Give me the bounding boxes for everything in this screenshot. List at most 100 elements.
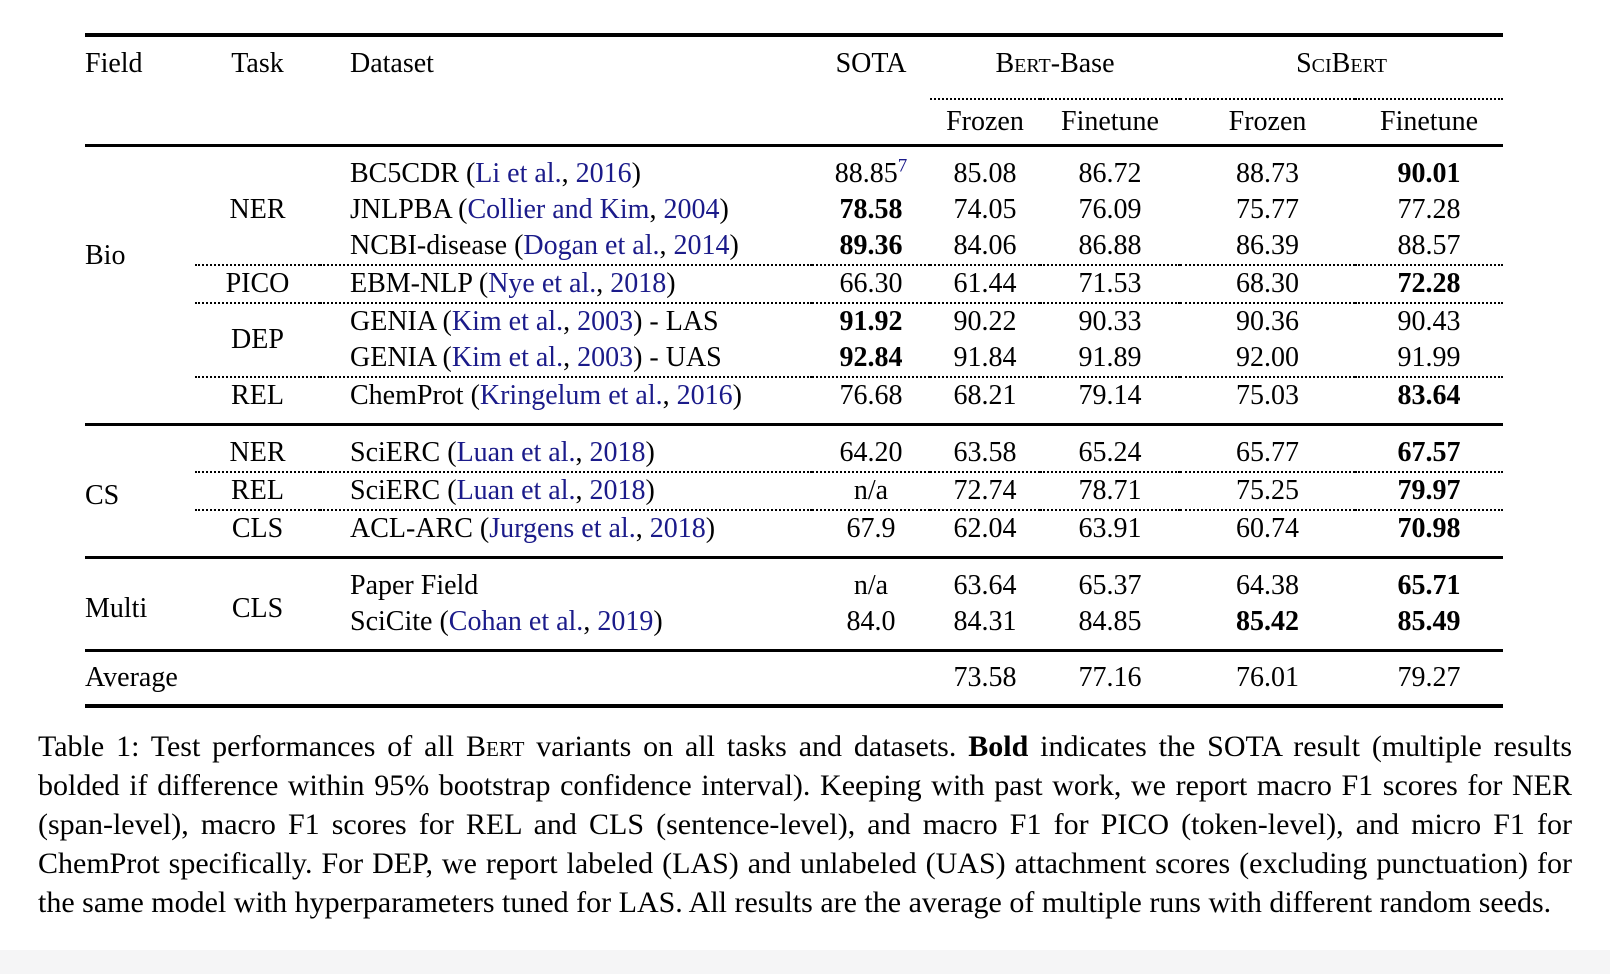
col-header-sci-frozen: Frozen [1180, 99, 1356, 147]
dataset-cell: SciCite (Cohan et al., 2019) [350, 606, 663, 637]
sci-finetune-value-cell: 83.64 [1355, 376, 1504, 425]
bb-frozen-value-cell: 63.64 [930, 556, 1040, 604]
page-bottom-strip [0, 950, 1610, 974]
dataset-name: ACL-ARC [350, 513, 473, 544]
table-row: DEP GENIA (Kim et al., 2003) - LAS 91.92 90… [85, 302, 1504, 377]
dataset-cell: SciERC (Luan et al., 2018) [320, 423, 812, 472]
table-row: SciCite (Cohan et al., 2019) 84.0 84.31 84.… [85, 604, 1503, 651]
task-label-cell: NER [195, 146, 320, 266]
citation-year-link[interactable]: 2016 [676, 380, 733, 411]
sota-value-cell: 92.84 [812, 340, 930, 377]
dataset-cell: SciERC (Luan et al., 2018) [320, 471, 812, 510]
citation-link[interactable]: Luan et al. [456, 437, 576, 468]
sota-value-cell: 64.20 [812, 423, 930, 472]
bb-frozen-value-cell: 84.31 [953, 606, 1017, 637]
sci-finetune-value-cell: 85.49 [1397, 606, 1461, 637]
bb-finetune-value-cell: 91.89 [1078, 342, 1142, 373]
sci-frozen-value-cell: 90.36 [1180, 302, 1356, 340]
bb-frozen-value-cell: 90.22 [930, 302, 1040, 340]
col-group-bert-base: Bert-Base [930, 33, 1181, 100]
sota-value: 76.68 [839, 380, 903, 411]
table-row: NCBI-disease (Dogan et al., 2014) 89.36 84… [85, 228, 1503, 265]
average-row: Average 73.58 77.16 76.01 79.27 [85, 649, 1504, 708]
table-row: REL ChemProt (Kringelum et al., 2016) 76.6… [85, 376, 1504, 425]
sci-frozen-value-cell: 75.77 [1236, 194, 1300, 225]
sci-finetune-value-cell: 67.57 [1355, 423, 1504, 472]
sci-frozen-value-cell: 88.73 [1236, 158, 1300, 189]
citation-year-link[interactable]: 2016 [575, 158, 632, 189]
sci-finetune-value-cell: 65.71 [1355, 556, 1504, 604]
sci-finetune-value-cell: 90.01 [1397, 158, 1461, 189]
citation-year-link[interactable]: 2014 [673, 230, 730, 261]
field-label: Bio [85, 239, 126, 271]
bb-finetune-average-cell: 77.16 [1040, 649, 1181, 708]
citation-link[interactable]: Kringelum et al. [479, 380, 663, 411]
sci-frozen-value-cell: 64.38 [1180, 556, 1356, 604]
citation-link[interactable]: Kim et al. [451, 342, 564, 373]
sci-finetune-value-cell: 91.99 [1397, 342, 1461, 373]
table-row: REL SciERC (Luan et al., 2018) n/a 72.74 78.… [85, 471, 1504, 510]
sci-finetune-value-cell: 88.57 [1397, 230, 1461, 261]
citation-year-link[interactable]: 2018 [649, 513, 706, 544]
sci-frozen-value-cell: 92.00 [1236, 342, 1300, 373]
field-label-cell: CS [85, 423, 195, 558]
task-label-cell: CLS [195, 509, 320, 558]
footnote-ref[interactable]: 7 [897, 155, 908, 177]
results-table: Field Task Dataset SOTA Bert-Base SciBer… [85, 33, 1504, 708]
dataset-name: EBM-NLP [350, 268, 472, 299]
citation-link[interactable]: Nye et al. [488, 268, 597, 299]
bb-frozen-value-cell: 61.44 [930, 264, 1040, 303]
table-body: Bio NER BC5CDR (Li et al., 2016) 88.857 85.0… [85, 146, 1504, 708]
sci-finetune-value-cell: 90.43 [1355, 302, 1504, 340]
table-row: Bio NER BC5CDR (Li et al., 2016) 88.857 85.0… [85, 146, 1503, 271]
citation-year-link[interactable]: 2003 [577, 342, 634, 373]
bb-frozen-average-cell: 73.58 [930, 649, 1040, 708]
dataset-name: SciCite [350, 606, 433, 637]
sota-value: 91.92 [839, 306, 903, 337]
bb-frozen-value-cell: 91.84 [953, 342, 1017, 373]
citation-link[interactable]: Luan et al. [456, 475, 576, 506]
citation-year-link[interactable]: 2018 [589, 475, 646, 506]
caption-segment: Bold [968, 730, 1029, 763]
citation-link[interactable]: Jurgens et al. [489, 513, 636, 544]
task-label-cell: REL [195, 376, 320, 425]
bb-finetune-value-cell: 65.24 [1040, 423, 1181, 472]
sota-value-cell: n/a [812, 471, 930, 510]
task-label-cell: CLS [195, 556, 320, 651]
dataset-cell: GENIA (Kim et al., 2003) - LAS [320, 302, 812, 340]
citation-year-link[interactable]: 2018 [610, 268, 667, 299]
sota-value: 84.0 [846, 606, 896, 637]
sota-value: 89.36 [839, 230, 903, 261]
header-row-groups: Field Task Dataset SOTA Bert-Base SciBer… [85, 33, 1504, 147]
sota-value: 66.30 [839, 268, 903, 299]
table-row: JNLPBA (Collier and Kim, 2004) 78.58 74.05… [85, 192, 1503, 228]
sota-value: 64.20 [839, 437, 903, 468]
bb-frozen-value-cell: 74.05 [953, 194, 1017, 225]
dataset-cell: ACL-ARC (Jurgens et al., 2018) [320, 509, 812, 558]
bert-base-label-rest: -Base [1050, 48, 1115, 79]
task-label: REL [231, 475, 284, 506]
sota-value-cell: 66.30 [812, 264, 930, 303]
citation-year-link[interactable]: 2018 [589, 437, 646, 468]
bb-finetune-value-cell: 86.72 [1078, 158, 1142, 189]
col-header-bb-finetune: Finetune [1040, 99, 1181, 147]
col-header-task: Task [195, 33, 320, 147]
citation-year-link[interactable]: 2003 [577, 306, 634, 337]
sci-frozen-value-cell: 75.03 [1180, 376, 1356, 425]
citation-year-link[interactable]: 2004 [663, 194, 720, 225]
sota-value: n/a [853, 475, 889, 506]
task-label: DEP [231, 324, 284, 355]
citation-link[interactable]: Cohan et al. [448, 606, 584, 637]
citation-link[interactable]: Dogan et al. [523, 230, 660, 261]
dataset-cell: Paper Field [320, 556, 812, 604]
task-label-cell: REL [195, 471, 320, 510]
citation-link[interactable]: Collier and Kim [467, 194, 650, 225]
field-label-cell: Multi [85, 556, 195, 651]
sci-finetune-value-cell: 70.98 [1355, 509, 1504, 558]
citation-year-link[interactable]: 2019 [597, 606, 654, 637]
sota-value-cell: 78.58 [812, 192, 930, 228]
results-table-wrap: Field Task Dataset SOTA Bert-Base SciBer… [85, 33, 1504, 708]
citation-link[interactable]: Li et al. [475, 158, 562, 189]
citation-link[interactable]: Kim et al. [451, 306, 564, 337]
sota-value-cell: 84.0 [812, 604, 930, 651]
